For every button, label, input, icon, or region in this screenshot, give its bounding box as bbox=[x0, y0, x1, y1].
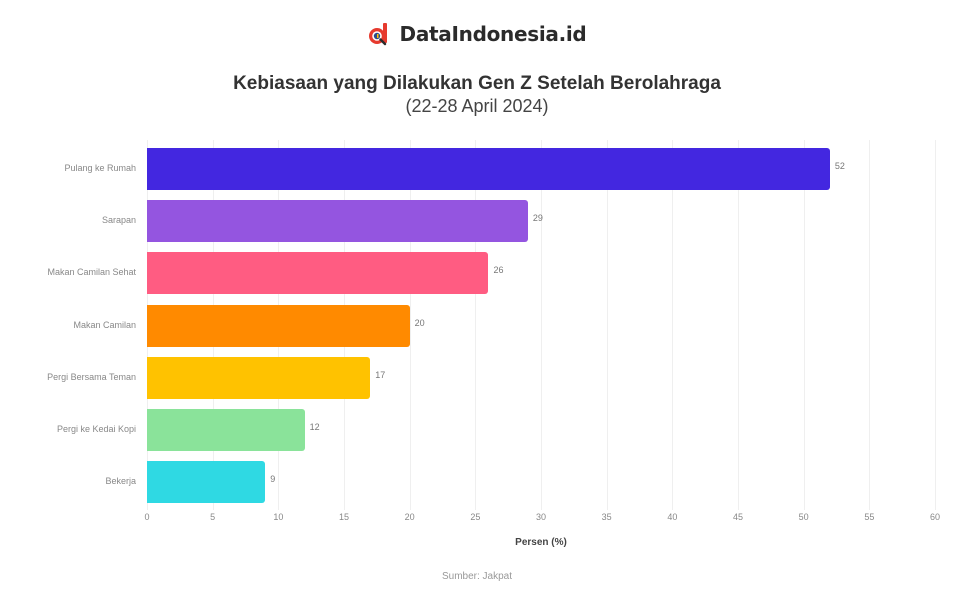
category-label: Pergi ke Kedai Kopi bbox=[56, 424, 136, 434]
x-tick-label: 25 bbox=[470, 512, 481, 522]
brand-name: DataIndonesia.id bbox=[399, 22, 587, 46]
category-label: Pulang ke Rumah bbox=[64, 163, 136, 173]
category-label: Bekerja bbox=[105, 476, 136, 487]
x-axis-label: Persen (%) bbox=[515, 537, 567, 548]
gridline bbox=[869, 140, 871, 510]
bar-value-label: 26 bbox=[493, 265, 504, 276]
x-tick-label: 45 bbox=[732, 512, 744, 522]
bar[interactable] bbox=[147, 148, 830, 190]
x-tick-label: 10 bbox=[273, 512, 284, 522]
gridline bbox=[738, 140, 739, 510]
bar[interactable] bbox=[147, 200, 528, 243]
x-tick-label: 55 bbox=[864, 512, 875, 522]
bar[interactable] bbox=[147, 461, 266, 504]
bar-value-label: 9 bbox=[270, 474, 276, 485]
gridline bbox=[541, 140, 542, 510]
x-tick-label: 5 bbox=[210, 512, 216, 522]
gridline bbox=[475, 140, 477, 510]
bar-value-label: 17 bbox=[375, 369, 386, 380]
gridline bbox=[803, 140, 805, 510]
gridline bbox=[935, 140, 936, 510]
bar[interactable] bbox=[147, 409, 305, 451]
x-tick-label: 40 bbox=[667, 512, 678, 522]
chart-title: Kebiasaan yang Dilakukan Gen Z Setelah B… bbox=[233, 73, 721, 94]
x-tick-label: 35 bbox=[601, 512, 612, 522]
brand-logo: DataIndonesia.id bbox=[0, 22, 954, 46]
category-label: Makan Camilan Sehat bbox=[47, 267, 136, 278]
plot-area: 52 29 26 20 17 12 9 bbox=[147, 140, 936, 510]
gridline bbox=[672, 140, 674, 510]
x-tick-label: 50 bbox=[798, 512, 809, 522]
x-tick-label: 0 bbox=[144, 512, 150, 522]
bar-value-label: 52 bbox=[834, 161, 845, 171]
x-tick-label: 15 bbox=[338, 512, 350, 522]
bar-value-label: 29 bbox=[532, 213, 543, 224]
gridline bbox=[409, 140, 411, 510]
bar[interactable] bbox=[147, 356, 371, 399]
bar[interactable] bbox=[147, 252, 489, 295]
magnifier-d-logo-icon bbox=[368, 22, 390, 46]
category-label: Makan Camilan bbox=[73, 319, 136, 330]
category-label: Pergi Bersama Teman bbox=[47, 371, 136, 382]
bar-value-label: 20 bbox=[414, 317, 425, 328]
gridline bbox=[606, 140, 608, 510]
source-note: Sumber: Jakpat bbox=[441, 571, 513, 582]
x-tick-label: 30 bbox=[535, 512, 547, 522]
x-tick-label: 20 bbox=[404, 512, 415, 522]
bar-value-label: 12 bbox=[309, 422, 320, 432]
x-tick-label: 60 bbox=[929, 512, 941, 522]
chart-subtitle: (22-28 April 2024) bbox=[405, 96, 549, 116]
bar[interactable] bbox=[147, 304, 410, 347]
category-label: Sarapan bbox=[101, 215, 136, 226]
